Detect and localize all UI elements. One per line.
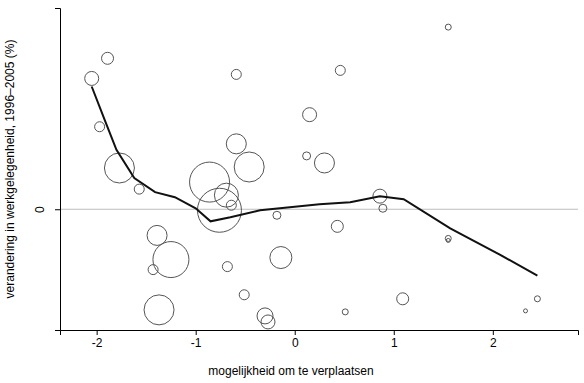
bubble <box>102 52 114 64</box>
bubbles <box>85 24 541 329</box>
bubble <box>239 290 249 300</box>
x-tick-label: 2 <box>490 336 497 350</box>
y-axis-title: verandering in werkgelegenheid, 1996–200… <box>3 40 17 299</box>
y-tick: 0 <box>33 206 60 213</box>
x-tick-mark <box>394 330 395 335</box>
chart: -2 -1 0 1 2 0 mogelijkheid om te verplaatsen ve… <box>0 0 584 383</box>
x-tick: 0 <box>292 330 299 350</box>
bubble <box>95 122 105 132</box>
y-axis-line <box>55 9 61 331</box>
bubble <box>261 315 275 329</box>
plot: -2 -1 0 1 2 0 <box>33 9 579 350</box>
bubble <box>226 200 236 210</box>
x-tick: -2 <box>92 330 103 350</box>
bubble <box>85 71 99 85</box>
bubble <box>134 184 144 194</box>
bubble <box>397 293 409 305</box>
x-tick-label: -1 <box>191 336 202 350</box>
bubble <box>314 153 334 173</box>
bubble <box>534 296 540 302</box>
bubble <box>524 309 528 313</box>
bubble <box>234 152 264 182</box>
bubble <box>190 162 230 202</box>
marks <box>85 24 541 329</box>
bubble <box>270 247 292 269</box>
bubble <box>379 204 387 212</box>
x-tick-mark <box>97 330 98 335</box>
x-tick-label: 1 <box>391 336 398 350</box>
grid-line <box>60 209 578 210</box>
bubble <box>335 65 345 75</box>
bubble <box>231 69 241 79</box>
bubble <box>144 295 174 325</box>
x-tick-label: -2 <box>92 336 103 350</box>
y-axis: 0 <box>33 9 61 331</box>
grid <box>60 209 578 210</box>
x-tick-mark <box>493 330 494 335</box>
x-axis-title: mogelijkheid om te verplaatsen <box>208 364 373 378</box>
x-tick-label: 0 <box>292 336 299 350</box>
bubble <box>303 152 311 160</box>
bubble <box>153 242 189 278</box>
x-axis-line <box>61 331 579 336</box>
bubble <box>331 220 343 232</box>
bubble <box>342 309 348 315</box>
y-tick-mark <box>55 209 60 210</box>
bubble <box>222 262 232 272</box>
bubble <box>197 188 241 232</box>
smooth-line <box>92 86 538 275</box>
bubble <box>104 153 134 183</box>
x-tick: 1 <box>391 330 398 350</box>
x-axis: -2 -1 0 1 2 <box>61 330 579 350</box>
bubble <box>226 134 246 154</box>
bubble <box>445 24 451 30</box>
bubble <box>303 108 317 122</box>
x-tick-mark <box>295 330 296 335</box>
x-tick-mark <box>196 330 197 335</box>
y-tick-label: 0 <box>33 206 47 213</box>
x-tick: -1 <box>191 330 202 350</box>
bubble <box>273 211 281 219</box>
x-tick: 2 <box>490 330 497 350</box>
bubble <box>446 238 450 242</box>
